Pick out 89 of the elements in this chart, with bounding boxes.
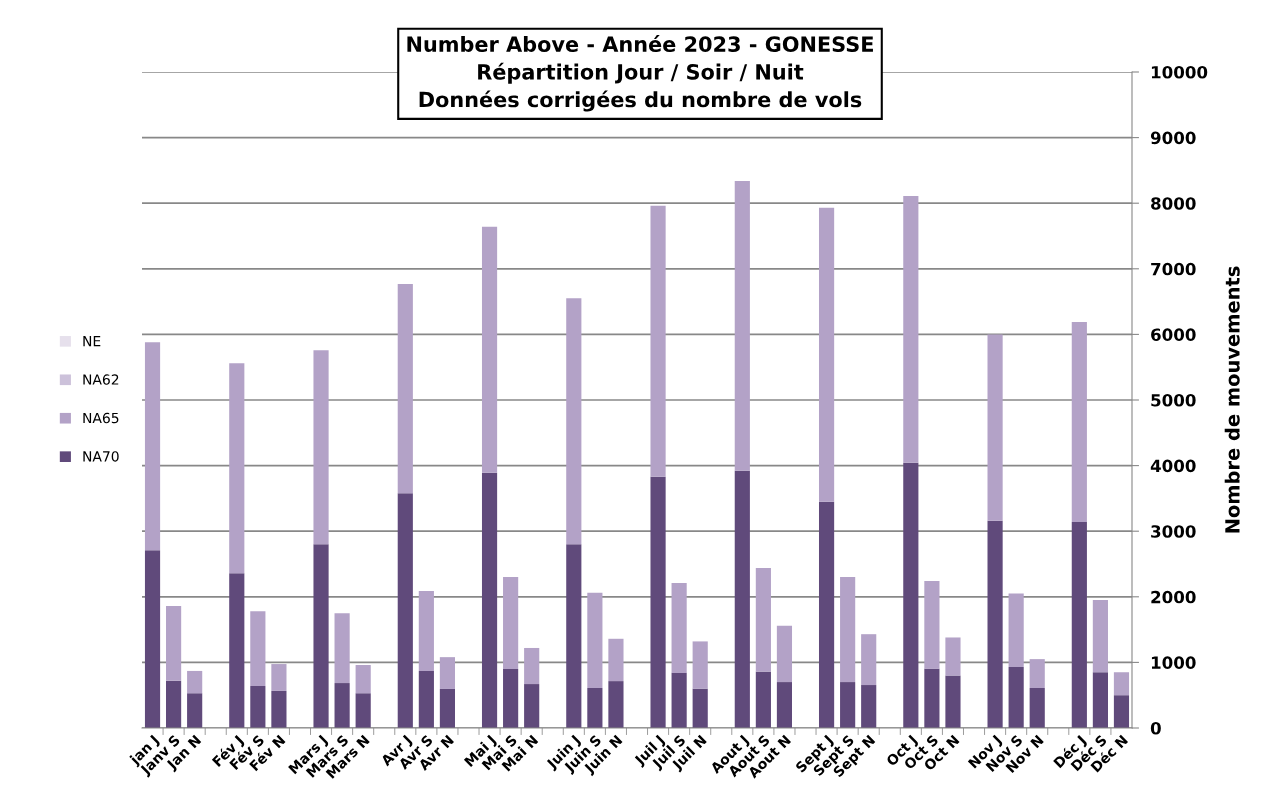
legend-label: NA62 (83, 374, 119, 385)
bar (903, 462, 919, 728)
bar (818, 501, 835, 728)
bar (439, 657, 456, 689)
bar (229, 573, 245, 728)
bar (566, 298, 582, 545)
bar (334, 683, 350, 728)
y-tick-label: 0 (1150, 721, 1161, 735)
bar (187, 693, 203, 728)
bar (1071, 321, 1087, 523)
bar (355, 665, 371, 694)
bar (1092, 600, 1108, 673)
bar (1071, 522, 1087, 728)
bar (903, 195, 919, 463)
bar (418, 670, 434, 728)
y-tick-label: 7000 (1151, 262, 1196, 276)
bar (250, 611, 266, 687)
y-axis-title: Nombre de mouvements (1224, 266, 1240, 533)
bar (1113, 672, 1130, 696)
bar (1008, 666, 1024, 728)
bar (692, 641, 708, 689)
y-tick-label: 4000 (1150, 459, 1196, 473)
bar (566, 544, 582, 728)
y-tick-label: 1000 (1151, 656, 1196, 669)
bar (271, 664, 287, 691)
bar (587, 592, 603, 688)
bar (166, 605, 182, 681)
bar (945, 637, 961, 676)
bar (355, 693, 371, 728)
bar (755, 567, 771, 672)
bar (439, 688, 456, 728)
bar (250, 686, 266, 728)
bar (1092, 672, 1108, 728)
y-tick-label: 2000 (1151, 590, 1196, 604)
bar (692, 688, 708, 728)
bar (418, 590, 434, 671)
legend-label: NA70 (83, 451, 119, 462)
bar (755, 671, 771, 728)
bar (313, 350, 329, 545)
bar (608, 638, 624, 682)
bar (1113, 695, 1130, 728)
bar (734, 470, 750, 728)
bar (987, 520, 1003, 728)
legend-label: NE (83, 336, 101, 347)
y-tick-label: 6000 (1151, 328, 1196, 341)
bar (503, 577, 519, 669)
bar (229, 363, 245, 574)
bar (671, 672, 687, 728)
bar (313, 544, 329, 728)
bar (987, 334, 1003, 521)
bar (818, 207, 835, 502)
bar (144, 342, 161, 551)
bar (776, 682, 793, 728)
bar (924, 668, 940, 728)
bar (397, 493, 413, 728)
y-tick-label: 9000 (1150, 131, 1196, 145)
bar (945, 675, 961, 728)
y-tick-label: 10000 (1151, 65, 1208, 79)
y-tick-label: 3000 (1151, 525, 1196, 538)
bar (1008, 593, 1024, 667)
bar (503, 668, 519, 728)
bar (587, 687, 603, 728)
bar (481, 226, 498, 473)
legend-label: NA65 (83, 412, 119, 424)
y-tick-label: 5000 (1151, 393, 1196, 407)
y-tick-label: 8000 (1151, 197, 1196, 210)
bar (608, 681, 624, 728)
bar (924, 581, 940, 669)
bar (650, 205, 666, 477)
bar (166, 680, 182, 728)
bar (861, 685, 877, 728)
bar (1029, 687, 1045, 728)
bar (481, 472, 498, 728)
chart-title: Number Above - Année 2023 - GONESSE Répartition Jour / Soir / Nuit Données corrigées du nombre de vols (407, 35, 873, 112)
bar (397, 283, 413, 494)
bar (734, 180, 750, 471)
bar (650, 476, 666, 728)
bar (776, 625, 793, 683)
bar (840, 682, 856, 728)
bar (1029, 659, 1045, 688)
bar (144, 550, 161, 728)
bar (861, 634, 877, 686)
bar (840, 577, 856, 683)
bar (524, 647, 540, 685)
bar (334, 613, 350, 684)
bar (671, 583, 687, 673)
bar (271, 690, 287, 728)
bar (524, 684, 540, 728)
bar (187, 670, 203, 694)
